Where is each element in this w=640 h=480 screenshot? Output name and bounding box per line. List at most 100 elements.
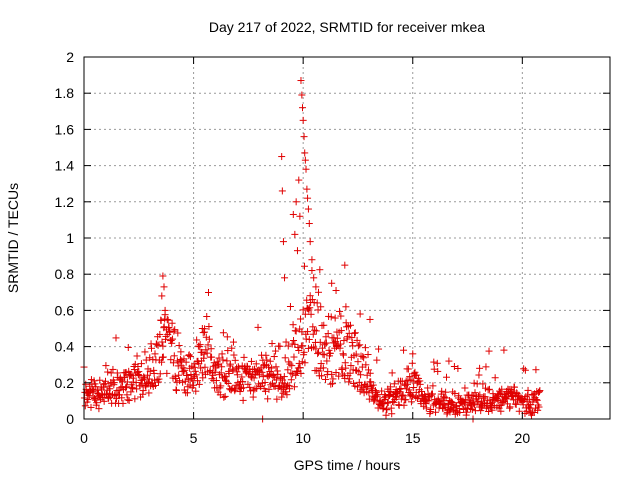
data-point: [311, 326, 319, 334]
data-point: [151, 381, 159, 389]
data-point: [328, 370, 336, 378]
data-point: [96, 376, 104, 384]
data-point: [163, 369, 171, 377]
data-point: [112, 395, 120, 403]
data-point: [491, 374, 499, 382]
data-point: [283, 391, 291, 399]
data-point: [533, 396, 541, 404]
x-tick-label: 0: [80, 430, 88, 446]
x-tick-label: 15: [405, 430, 421, 446]
data-point: [81, 402, 89, 410]
data-point: [218, 350, 226, 358]
data-point: [319, 350, 327, 358]
data-point: [410, 383, 418, 391]
data-point: [292, 198, 300, 206]
data-point: [148, 344, 156, 352]
data-point: [150, 369, 158, 377]
data-point: [284, 366, 292, 374]
data-point: [184, 376, 192, 384]
data-point: [239, 396, 247, 404]
data-point: [287, 369, 295, 377]
data-point: [358, 363, 366, 371]
data-point: [497, 407, 505, 415]
data-point: [433, 359, 441, 367]
data-point: [286, 302, 294, 310]
data-point: [498, 385, 506, 393]
data-point: [467, 405, 475, 413]
data-point: [299, 104, 307, 112]
data-point: [427, 406, 435, 414]
data-point: [409, 350, 417, 358]
data-point: [364, 366, 372, 374]
data-point: [366, 369, 374, 377]
data-point: [297, 370, 305, 378]
data-point: [203, 349, 211, 357]
data-point: [145, 375, 153, 383]
y-tick-label: 1.6: [55, 121, 75, 137]
data-point: [328, 279, 336, 287]
data-point: [268, 364, 276, 372]
data-point: [144, 371, 152, 379]
data-point: [198, 325, 206, 332]
data-point: [144, 378, 152, 386]
data-point: [342, 364, 350, 372]
data-point: [217, 382, 225, 390]
data-point: [261, 361, 269, 369]
data-point: [95, 405, 103, 413]
data-point: [375, 345, 383, 353]
x-tick-label: 10: [295, 430, 311, 446]
data-point: [117, 376, 125, 384]
data-point: [129, 384, 137, 392]
ticks-group: 0 5 10 15 20 0 0.2 0.4 0.6 0.8 1 1.2 1.4 1.6 1.8 2: [55, 49, 610, 446]
data-point: [224, 379, 232, 387]
data-point: [300, 348, 308, 356]
data-point: [303, 296, 311, 304]
data-point: [204, 288, 212, 296]
data-point: [446, 405, 454, 413]
data-point: [158, 338, 166, 346]
data-point: [100, 380, 108, 388]
data-point: [290, 383, 298, 391]
data-point: [354, 342, 362, 350]
data-point: [399, 391, 407, 399]
data-point: [339, 370, 347, 378]
y-tick-label: 0.2: [55, 375, 75, 391]
data-point: [390, 380, 398, 388]
data-point: [247, 387, 255, 395]
data-point: [366, 315, 374, 323]
data-point: [194, 342, 202, 350]
data-point: [430, 358, 438, 366]
data-point: [522, 393, 530, 401]
data-point: [532, 366, 540, 374]
data-point: [264, 395, 272, 403]
y-tick-label: 1.2: [55, 194, 75, 210]
data-point: [454, 364, 462, 372]
data-point: [300, 133, 308, 141]
data-point: [169, 335, 177, 343]
data-point: [200, 350, 208, 358]
data-point: [122, 384, 130, 392]
data-point: [211, 368, 219, 376]
data-point: [280, 373, 288, 381]
data-point: [192, 387, 200, 395]
data-point: [227, 386, 235, 394]
data-point: [118, 394, 126, 402]
data-point: [304, 344, 312, 352]
y-tick-label: 1: [66, 230, 74, 246]
data-point: [332, 343, 340, 351]
data-point: [231, 356, 239, 364]
data-point: [247, 357, 255, 365]
data-point: [146, 367, 154, 375]
data-point: [170, 352, 178, 360]
data-point: [293, 247, 301, 255]
data-point: [130, 366, 138, 374]
data-point: [400, 346, 408, 354]
data-point: [250, 386, 258, 394]
data-point: [169, 359, 177, 367]
data-point: [190, 363, 198, 371]
data-point: [139, 387, 147, 395]
data-point: [448, 399, 456, 407]
data-point: [176, 355, 184, 363]
data-point: [306, 292, 314, 300]
